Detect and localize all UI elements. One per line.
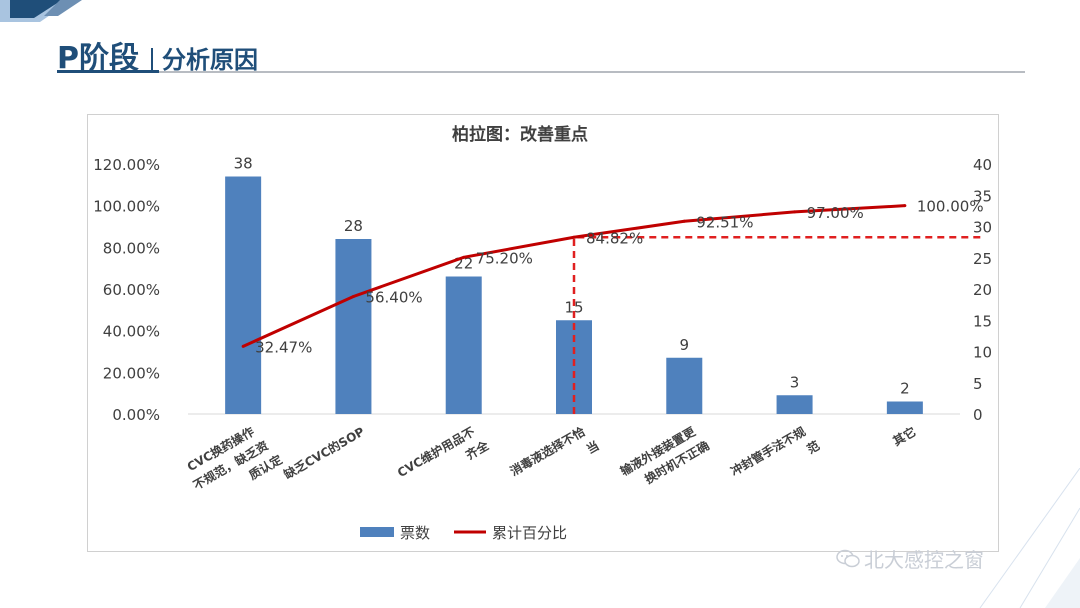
- line-value-label: 56.40%: [365, 289, 422, 307]
- category-label: 当: [584, 438, 602, 457]
- right-axis-tick-label: 30: [973, 219, 992, 237]
- pareto-chart: 柏拉图：改善重点 0.00% 20.00% 40.00% 60.00% 80.00% 100…: [87, 114, 999, 552]
- line-value-label: 100.00%: [917, 198, 984, 216]
- left-axis-tick-label: 40.00%: [103, 323, 160, 341]
- left-axis-tick-label: 20.00%: [103, 364, 160, 382]
- bar-value-label: 15: [564, 298, 583, 316]
- line-point: [903, 204, 907, 208]
- right-axis-tick-label: 15: [973, 312, 992, 330]
- bar-value-label: 2: [900, 380, 910, 398]
- bar: [335, 239, 372, 414]
- line-value-label: 92.51%: [696, 213, 753, 231]
- category-label: 范: [804, 438, 822, 457]
- line-point: [462, 255, 466, 259]
- bar: [776, 395, 813, 414]
- title-underline: [57, 71, 1025, 73]
- right-axis-tick-label: 35: [973, 187, 992, 205]
- category-label: 其它: [890, 424, 918, 449]
- left-axis-tick-label: 120.00%: [93, 156, 160, 174]
- bar-value-label: 28: [344, 217, 363, 235]
- legend-line-label: 累计百分比: [492, 524, 567, 542]
- line-value-label: 75.20%: [476, 249, 533, 267]
- line-value-label: 97.00%: [807, 204, 864, 222]
- right-axis-tick-label: 40: [973, 156, 992, 174]
- reference-dashed-line: [572, 236, 984, 414]
- line-value-label: 84.82%: [586, 229, 643, 247]
- line-point: [572, 235, 576, 239]
- bar-value-label: 3: [790, 373, 800, 391]
- right-axis-tick-label: 0: [973, 406, 983, 424]
- category-label: 冲封管手法不规: [728, 424, 808, 479]
- right-axis-tick-label: 10: [973, 344, 992, 362]
- title-divider: [151, 48, 153, 72]
- bar: [886, 401, 923, 414]
- legend-bar-label: 票数: [400, 524, 430, 542]
- watermark: 北大感控之窗: [836, 544, 984, 573]
- page-title: P阶段 分析原因: [57, 36, 258, 76]
- line-point: [241, 344, 245, 348]
- line-point: [682, 219, 686, 223]
- title-underline-accent: [57, 70, 159, 73]
- bar: [445, 276, 482, 414]
- line-value-label: 32.47%: [255, 338, 312, 356]
- bar: [666, 357, 703, 414]
- left-axis-tick-label: 60.00%: [103, 281, 160, 299]
- wechat-icon: [836, 549, 860, 567]
- category-label: 消毒液选择不恰: [507, 423, 588, 478]
- legend-bar-swatch: [360, 527, 394, 537]
- bar: [225, 176, 262, 414]
- corner-decoration: [0, 0, 82, 22]
- category-label: 缺乏CVC的SOP: [281, 424, 367, 482]
- line-point: [351, 295, 355, 298]
- left-axis-tick-label: 0.00%: [112, 406, 160, 424]
- chart-title: 柏拉图：改善重点: [452, 124, 588, 145]
- corner-decoration-right: [979, 468, 1080, 608]
- left-axis-tick-label: 100.00%: [93, 198, 160, 216]
- bar-value-label: 9: [680, 336, 690, 354]
- line-point: [793, 210, 797, 214]
- page-title-main: P阶段: [57, 41, 139, 76]
- page-title-sub: 分析原因: [162, 46, 258, 74]
- right-axis-tick-label: 20: [973, 281, 992, 299]
- right-axis-tick-label: 5: [973, 375, 983, 393]
- bar-value-label: 38: [234, 155, 253, 173]
- pareto-chart-svg: 柏拉图：改善重点0.00%20.00%40.00%60.00%80.00%100…: [93, 124, 992, 542]
- left-axis-tick-label: 80.00%: [103, 239, 160, 257]
- right-axis-tick-label: 25: [973, 250, 992, 268]
- watermark-text: 北大感控之窗: [864, 548, 984, 572]
